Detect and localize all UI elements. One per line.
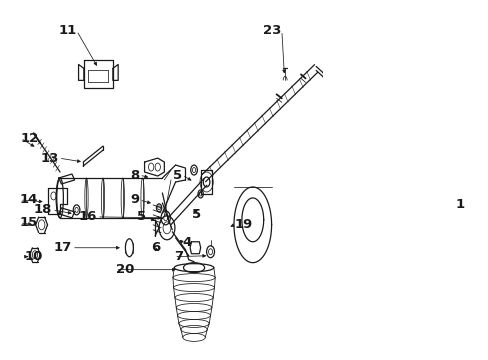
Text: 13: 13 [41, 152, 59, 165]
Text: 5: 5 [173, 168, 182, 181]
Text: 16: 16 [79, 210, 97, 223]
Text: 5: 5 [137, 210, 145, 223]
Text: 5: 5 [192, 208, 201, 221]
Text: 15: 15 [20, 216, 38, 229]
Text: 12: 12 [20, 132, 39, 145]
Text: 7: 7 [174, 250, 183, 263]
Text: 8: 8 [130, 168, 139, 181]
Text: 20: 20 [115, 263, 134, 276]
Text: 4: 4 [183, 236, 192, 249]
Text: 9: 9 [130, 193, 139, 206]
Text: 1: 1 [455, 198, 464, 211]
Text: 19: 19 [234, 218, 252, 231]
Text: 6: 6 [151, 241, 160, 254]
Text: 17: 17 [54, 241, 72, 254]
Text: 18: 18 [34, 203, 52, 216]
Text: 10: 10 [24, 250, 43, 263]
Text: 14: 14 [20, 193, 38, 206]
Text: 23: 23 [263, 24, 281, 37]
Text: 11: 11 [58, 24, 77, 37]
